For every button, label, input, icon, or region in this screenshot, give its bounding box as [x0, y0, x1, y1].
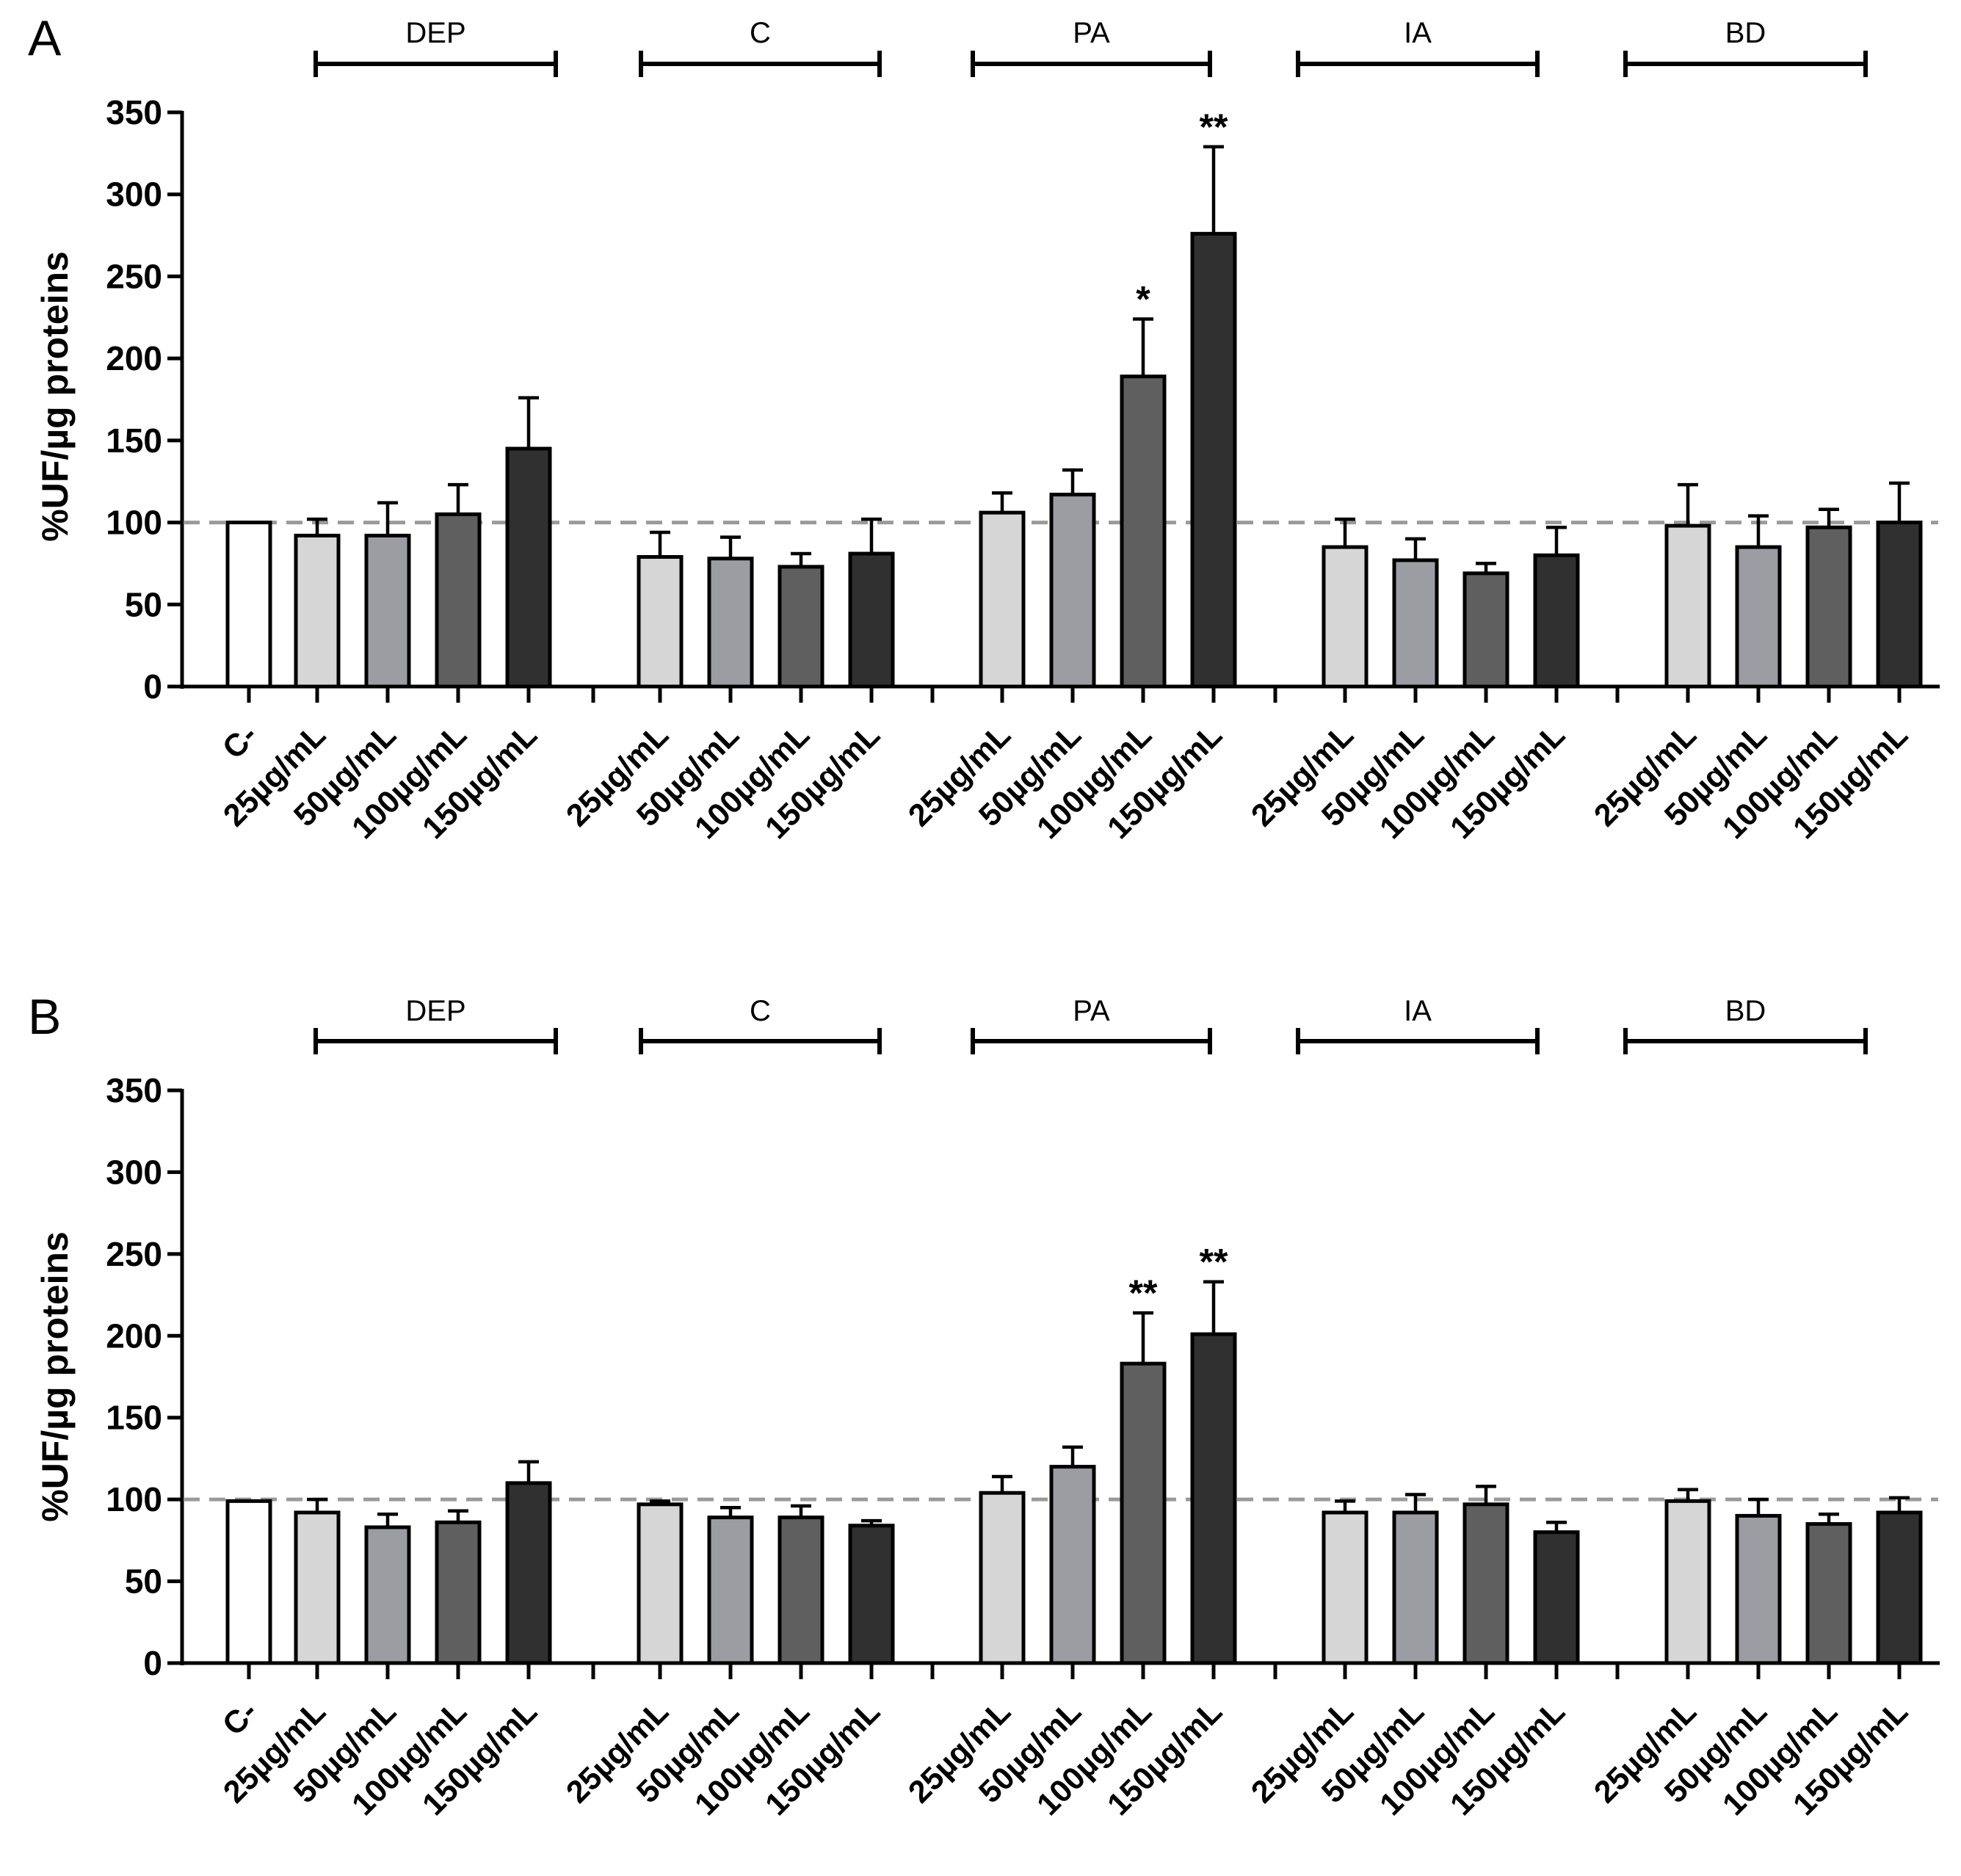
bar [294, 1510, 341, 1665]
group-label: BD [1725, 17, 1766, 49]
significance-marker: * [1136, 279, 1150, 320]
y-tick-label: 50 [125, 585, 162, 623]
bar [225, 1499, 272, 1665]
bar [1664, 1499, 1711, 1665]
significance-marker: ** [1200, 1242, 1228, 1283]
group-label: BD [1725, 995, 1766, 1027]
group-label: IA [1404, 995, 1432, 1027]
bar [505, 1481, 552, 1665]
bar [1322, 1510, 1369, 1665]
bar [1190, 1332, 1237, 1665]
bar [777, 1515, 824, 1665]
bar [848, 1524, 895, 1665]
chart-panel-a: A DEP C PA IA BD %UF/µg proteins 0 50 100 150 200 25… [28, 10, 1940, 846]
y-axis-title: %UF/µg proteins [35, 251, 76, 541]
y-tick-label: 0 [143, 667, 162, 706]
y-tick-label: 50 [125, 1562, 162, 1601]
bar [979, 1491, 1026, 1665]
bar [1392, 1510, 1439, 1665]
group-label: PA [1073, 17, 1110, 49]
bar [1735, 545, 1782, 689]
bar [435, 512, 482, 689]
bar [364, 533, 411, 689]
bar [637, 554, 684, 689]
x-tick-label: C- [216, 1694, 264, 1742]
bar [1664, 524, 1711, 689]
x-tick-label: C- [216, 717, 264, 766]
bar [1533, 553, 1580, 689]
bar [1805, 1522, 1852, 1665]
bar [1462, 571, 1509, 689]
y-tick-label: 200 [106, 339, 162, 377]
y-tick-label: 350 [106, 93, 162, 131]
bar [777, 565, 824, 689]
bar [637, 1502, 684, 1665]
group-label: IA [1404, 17, 1432, 49]
bar [1120, 1361, 1167, 1665]
chart-panel-b: B DEP C PA IA BD %UF/µg proteins 0 50 100 150 200 25… [28, 989, 1940, 1822]
bar [225, 521, 272, 689]
bar [979, 510, 1026, 689]
bar [1533, 1530, 1580, 1665]
panel-letter: A [28, 10, 62, 66]
bar [1120, 374, 1167, 689]
y-tick-label: 250 [106, 1235, 162, 1273]
group-label: PA [1073, 995, 1110, 1027]
group-label: DEP [405, 17, 465, 49]
significance-marker: ** [1129, 1272, 1158, 1314]
significance-marker: ** [1200, 106, 1228, 148]
y-tick-label: 0 [143, 1644, 162, 1682]
y-tick-label: 250 [106, 257, 162, 295]
bar [505, 446, 552, 689]
group-label: C [750, 17, 771, 49]
bar [1392, 558, 1439, 689]
bar [294, 533, 341, 689]
bar [707, 1515, 754, 1665]
bar [1049, 1465, 1096, 1665]
group-label: DEP [405, 995, 465, 1027]
bar [1462, 1502, 1509, 1665]
bar [707, 557, 754, 689]
bar [364, 1525, 411, 1665]
bar [1735, 1513, 1782, 1665]
panel-letter: B [28, 989, 61, 1045]
group-label: C [750, 995, 771, 1027]
y-tick-label: 350 [106, 1071, 162, 1109]
bar [1805, 525, 1852, 689]
bar [848, 551, 895, 689]
y-tick-label: 100 [106, 1480, 162, 1518]
y-tick-label: 150 [106, 1399, 162, 1437]
y-tick-label: 300 [106, 175, 162, 214]
y-tick-label: 150 [106, 421, 162, 460]
bar [1190, 231, 1237, 689]
y-tick-label: 300 [106, 1153, 162, 1191]
bar [1322, 545, 1369, 689]
y-tick-label: 100 [106, 504, 162, 542]
y-tick-label: 200 [106, 1317, 162, 1355]
bar [1876, 1510, 1923, 1665]
bar [1049, 493, 1096, 689]
bar [435, 1520, 482, 1665]
y-axis-title: %UF/µg proteins [35, 1231, 76, 1521]
bar [1876, 521, 1923, 689]
